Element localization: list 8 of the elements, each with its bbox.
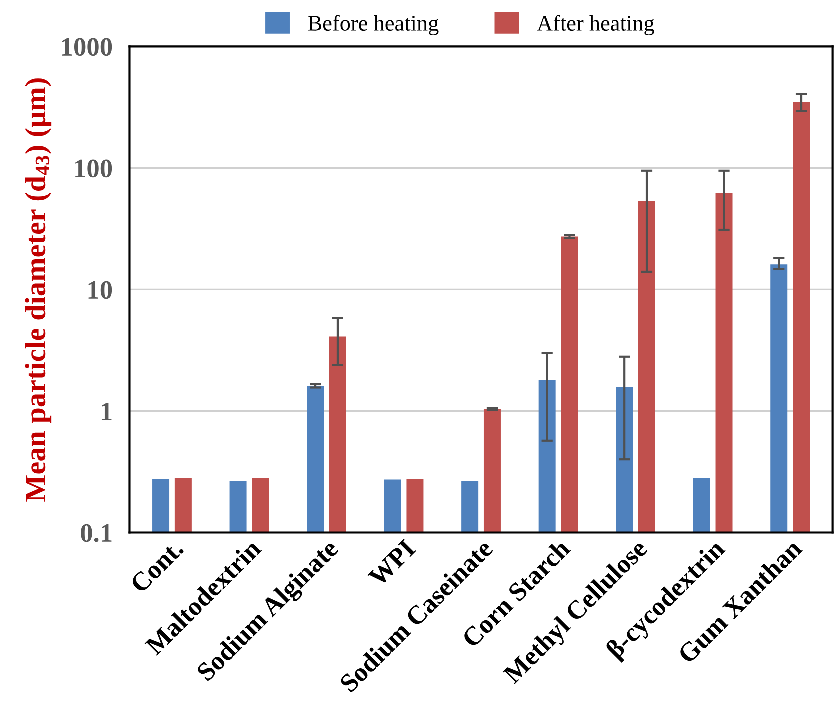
y-axis-title: Mean particle diameter (d$_{43}$) (μm) [25, 78, 52, 502]
y-tick-label: 1000 [62, 38, 112, 56]
y-tick-label: 1 [102, 402, 112, 420]
y-tick-label: 0.1 [81, 524, 112, 542]
y-tick-label: 10 [88, 281, 112, 300]
legend-label: After heating [537, 15, 654, 36]
legend-label: Before heating [308, 15, 439, 36]
y-tick-label: 100 [76, 160, 112, 178]
